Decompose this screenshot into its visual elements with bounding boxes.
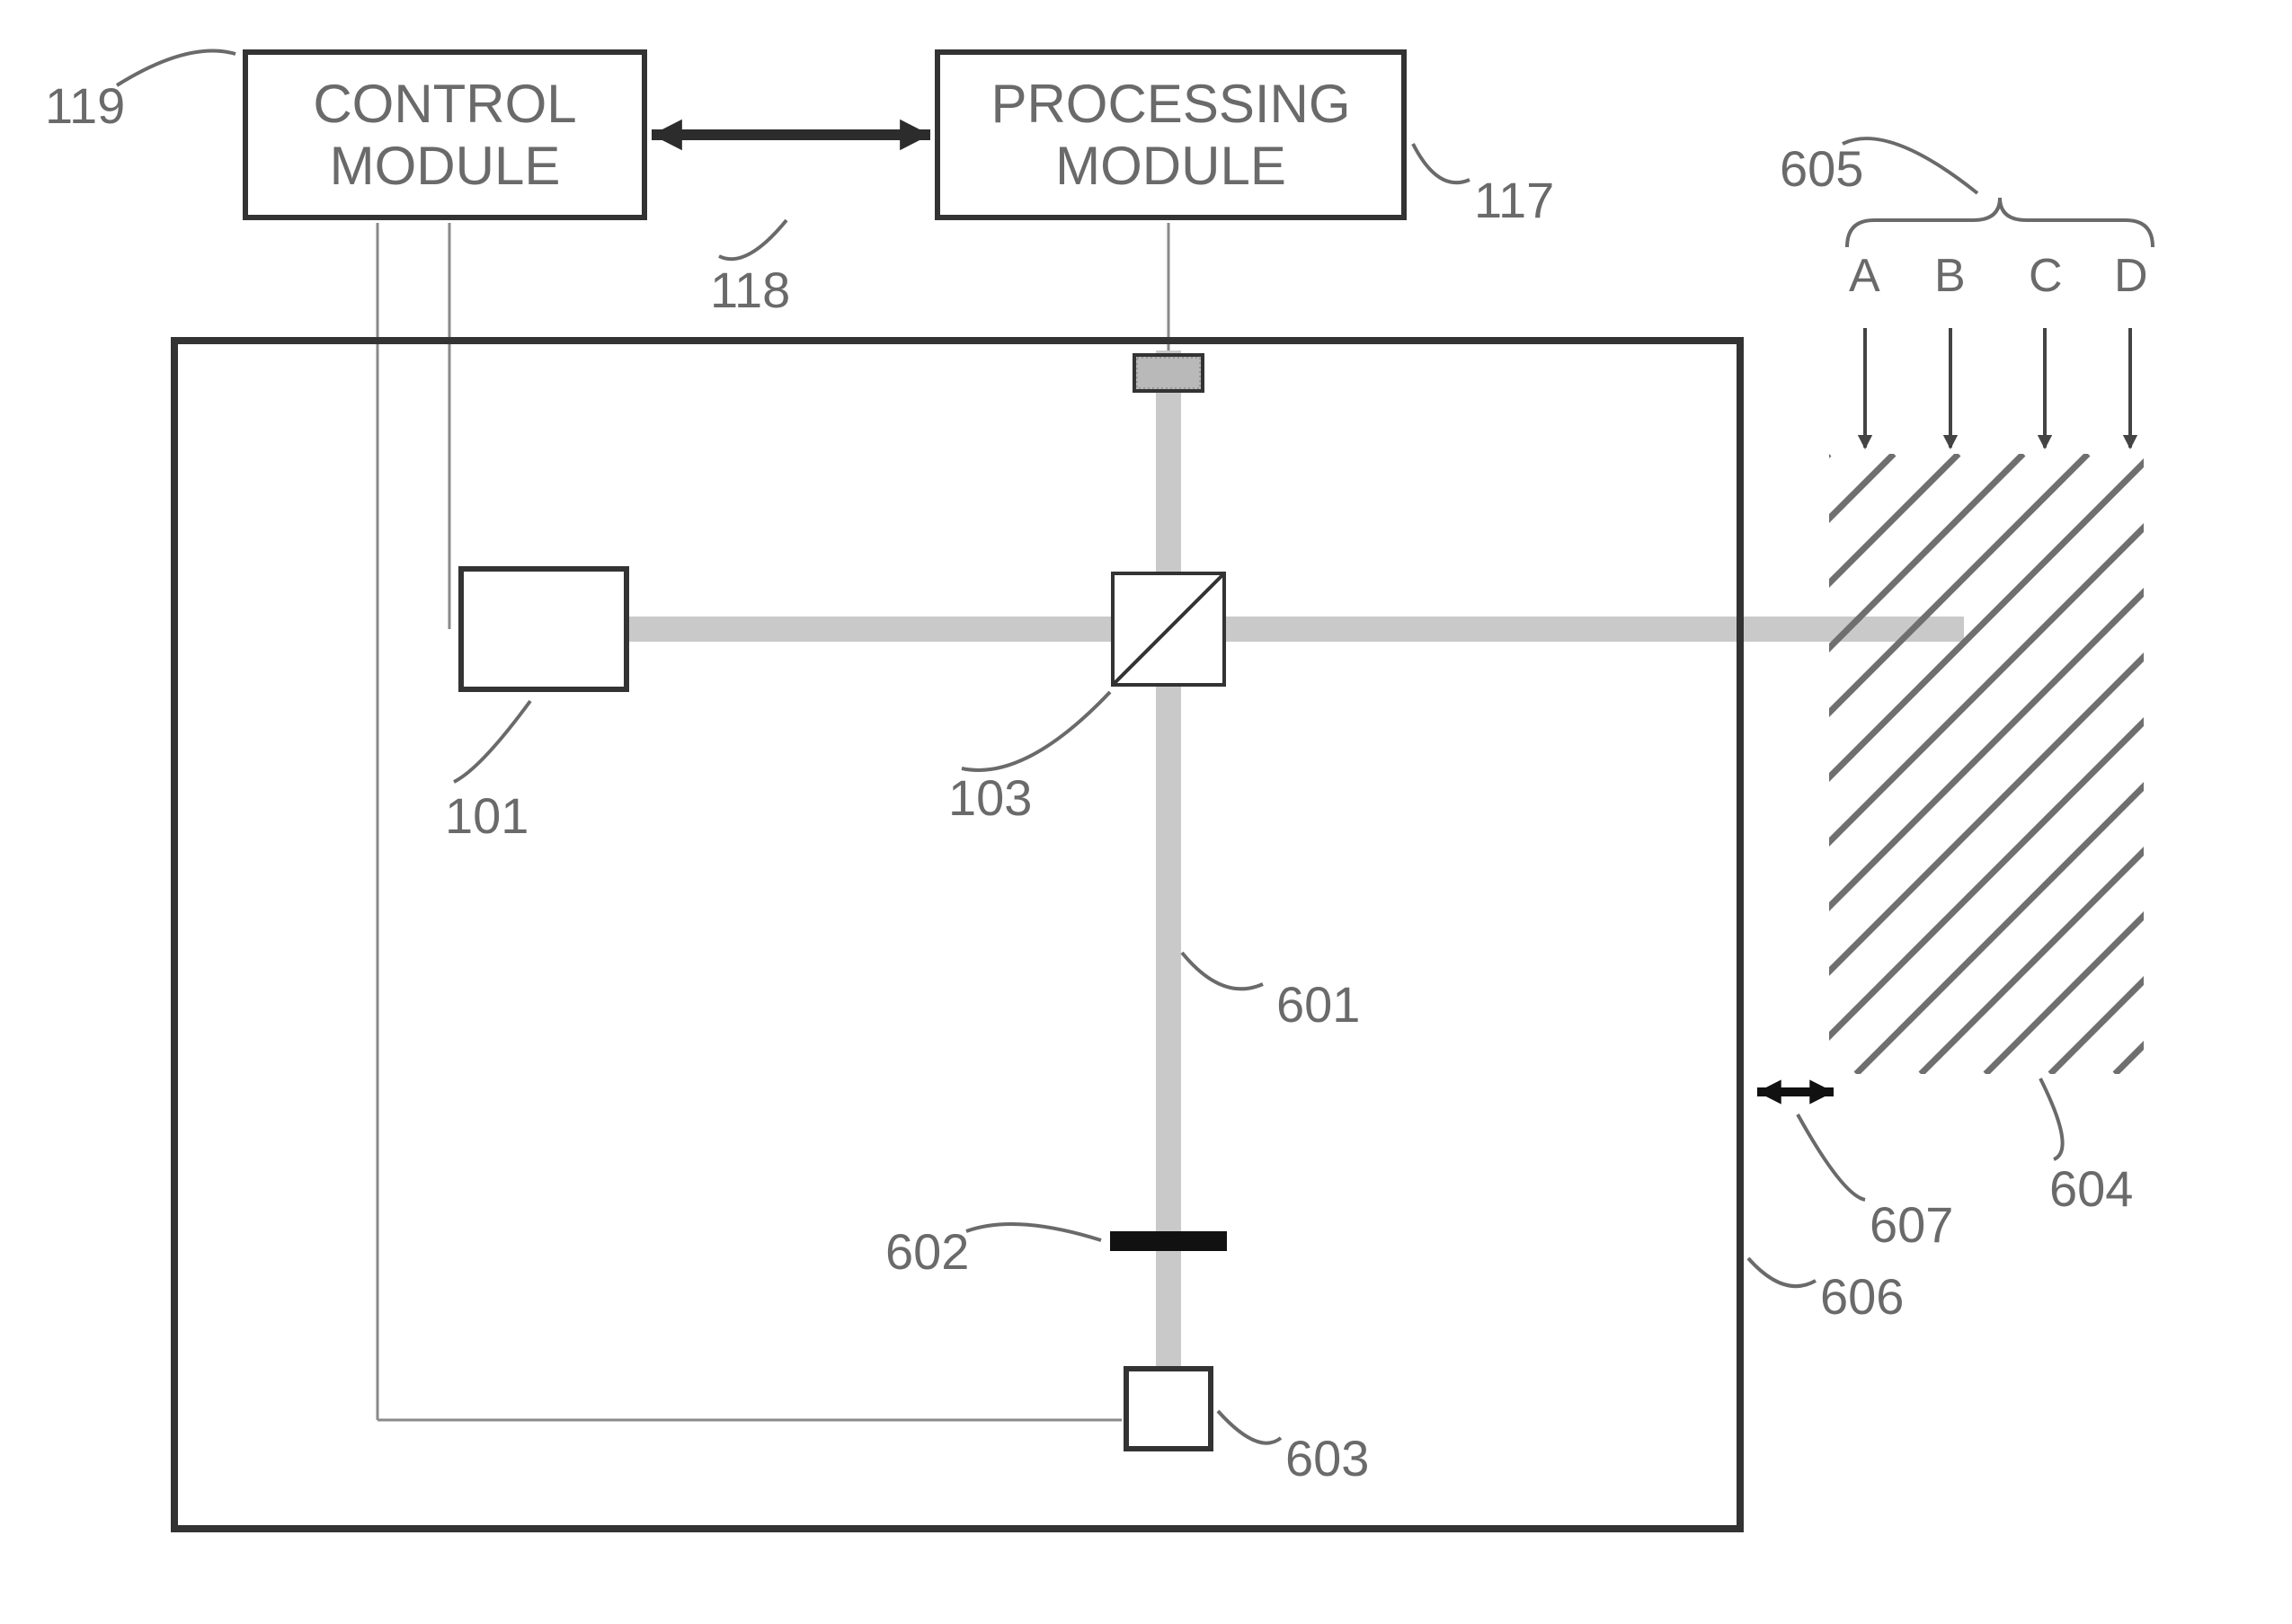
ref-606-lead: [1748, 1258, 1816, 1286]
control-module-line1: CONTROL: [313, 73, 576, 135]
ref-601: 601: [1276, 975, 1360, 1034]
processing-module: PROCESSINGMODULE: [935, 49, 1407, 220]
diagram-canvas: CONTROLMODULEPROCESSINGMODULEABCD1191171…: [0, 0, 2292, 1624]
ref-119: 119: [45, 76, 125, 135]
source-101: [458, 566, 629, 692]
processing-module-line1: PROCESSING: [991, 73, 1350, 135]
ref-605: 605: [1780, 139, 1863, 198]
ref-117-lead: [1413, 144, 1470, 182]
ref-604: 604: [2049, 1159, 2133, 1218]
ref-103: 103: [948, 768, 1032, 827]
pos-label-D: D: [2114, 249, 2148, 303]
pos-label-B: B: [1934, 249, 1966, 303]
control-module-line2: MODULE: [330, 135, 561, 197]
ref-119-lead: [117, 51, 235, 85]
pos-label-C: C: [2029, 249, 2063, 303]
main-frame: [171, 337, 1744, 1532]
ref-607-lead: [1798, 1114, 1865, 1200]
control-module: CONTROLMODULE: [243, 49, 647, 220]
box-603: [1124, 1366, 1213, 1451]
ref-607: 607: [1870, 1195, 1953, 1254]
ref-604-lead: [2040, 1078, 2063, 1159]
ref-606: 606: [1820, 1267, 1904, 1326]
pos-label-A: A: [1849, 249, 1880, 303]
ref-603: 603: [1285, 1429, 1369, 1487]
brace-605: [1847, 198, 2153, 247]
ref-117: 117: [1474, 171, 1554, 229]
ref-118: 118: [710, 261, 790, 319]
ref-118-lead: [719, 220, 786, 259]
processing-module-line2: MODULE: [1055, 135, 1286, 197]
ref-101: 101: [445, 786, 529, 845]
ref-602: 602: [885, 1222, 969, 1281]
